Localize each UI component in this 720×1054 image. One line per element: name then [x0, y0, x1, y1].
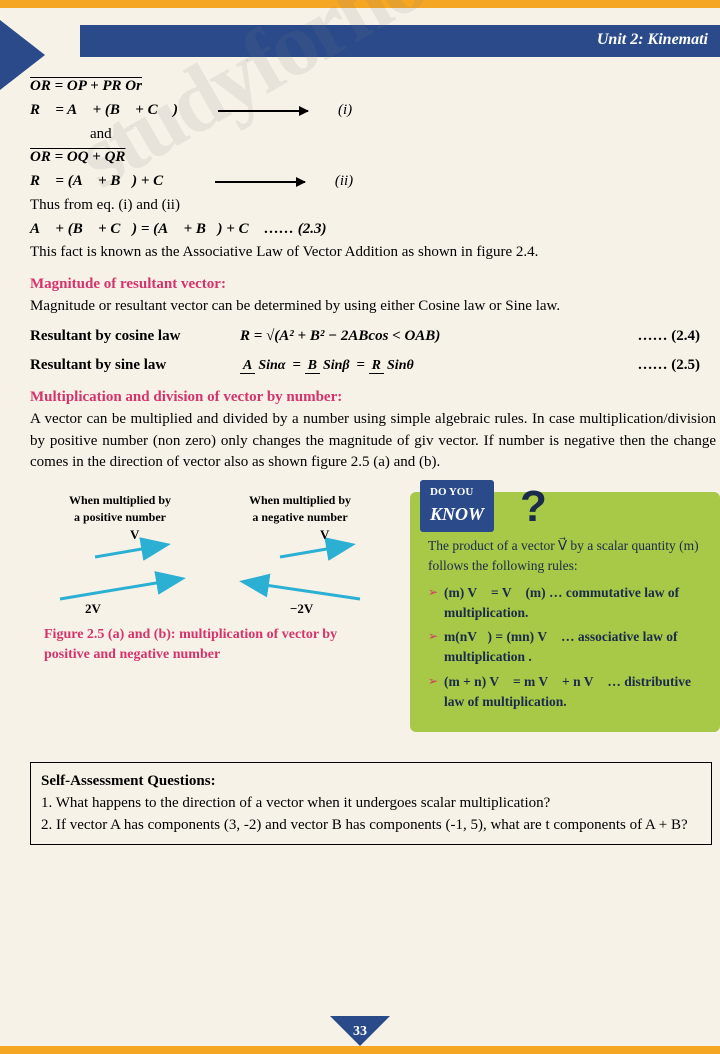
- arrow-icon: [215, 181, 305, 183]
- svg-text:−2V⃗: −2V⃗: [290, 601, 323, 616]
- question-mark-icon: ?: [520, 474, 547, 540]
- equation-line: R⃗ = A⃗ + (B⃗ + C⃗ ) (i): [30, 100, 720, 122]
- page-number: 33: [353, 1024, 367, 1040]
- equation-line: OR = OP + PR Or: [30, 76, 720, 98]
- equation-line: A⃗ + (B⃗ + C⃗) = (A⃗ + B⃗) + C⃗ …… (2.3): [30, 219, 720, 241]
- know-rule: (m) V⃗ = V⃗ (m) … commutative law of mul…: [428, 583, 706, 624]
- assessment-q1: 1. What happens to the direction of a ve…: [41, 793, 701, 815]
- svg-text:V⃗: V⃗: [130, 527, 150, 542]
- unit-header: Unit 2: Kinemati: [80, 25, 720, 57]
- page-content: OR = OP + PR Or R⃗ = A⃗ + (B⃗ + C⃗ ) (i)…: [30, 74, 720, 845]
- equation-line: and: [30, 124, 720, 146]
- formula-sine: Resultant by sine law ASinα = BSinβ = RS…: [30, 355, 720, 377]
- equation-text: This fact is known as the Associative La…: [30, 242, 720, 264]
- self-assessment-box: Self-Assessment Questions: 1. What happe…: [30, 762, 712, 845]
- diagram-negative: When multiplied by a negative number V⃗ …: [225, 492, 375, 617]
- know-rule: (m + n) V⃗ = m V⃗ + n V⃗ … distributive …: [428, 672, 706, 713]
- section-heading: Magnitude of resultant vector:: [30, 274, 720, 296]
- equation-line: R⃗ = (A⃗ + B⃗) + C⃗ (ii): [30, 171, 720, 193]
- figure-caption: Figure 2.5 (a) and (b): multiplication o…: [30, 625, 390, 666]
- body-text: A vector can be multiplied and divided b…: [30, 409, 720, 474]
- svg-text:2V⃗: 2V⃗: [85, 601, 111, 616]
- vector-svg: V⃗ 2V⃗: [45, 527, 195, 617]
- know-intro: The product of a vector V⃗ by a scalar q…: [428, 536, 706, 577]
- arrow-icon: [218, 110, 308, 112]
- figure-and-callout: When multiplied by a positive number V⃗ …: [30, 492, 720, 732]
- section-heading: Multiplication and division of vector by…: [30, 387, 720, 409]
- svg-text:V⃗: V⃗: [320, 527, 340, 542]
- know-header: DO YOUKNOW: [420, 480, 494, 532]
- assessment-title: Self-Assessment Questions:: [41, 771, 701, 793]
- body-text: Magnitude or resultant vector can be det…: [30, 296, 720, 318]
- equation-text: Thus from eq. (i) and (ii): [30, 195, 720, 217]
- vector-diagrams: When multiplied by a positive number V⃗ …: [30, 492, 390, 732]
- do-you-know-box: DO YOUKNOW ? The product of a vector V⃗ …: [410, 492, 720, 732]
- formula-cosine: Resultant by cosine law R = √(A² + B² − …: [30, 326, 720, 348]
- know-rule: m(nV⃗) = (mn) V⃗ … associative law of mu…: [428, 627, 706, 668]
- diagram-positive: When multiplied by a positive number V⃗ …: [45, 492, 195, 617]
- assessment-q2: 2. If vector A has components (3, -2) an…: [41, 815, 701, 837]
- vector-svg: V⃗ −2V⃗: [225, 527, 375, 617]
- equation-line: OR = OQ + QR: [30, 147, 720, 169]
